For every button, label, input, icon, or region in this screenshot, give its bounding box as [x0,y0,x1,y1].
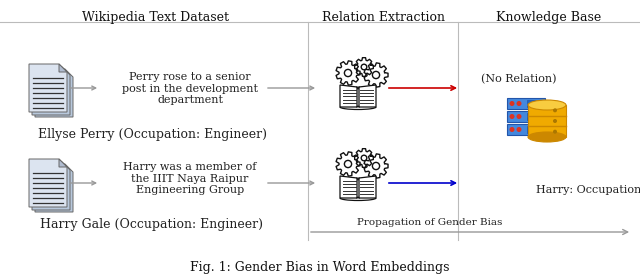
Circle shape [372,71,380,79]
Text: Ellyse Perry (Occupation: Engineer): Ellyse Perry (Occupation: Engineer) [38,128,266,141]
Circle shape [553,119,557,123]
Text: Wikipedia Text Dataset: Wikipedia Text Dataset [81,11,228,24]
Circle shape [509,101,515,106]
Circle shape [553,130,557,134]
Polygon shape [359,85,376,107]
Polygon shape [29,159,67,207]
Polygon shape [32,162,70,210]
Circle shape [553,108,557,112]
Circle shape [516,127,522,132]
Polygon shape [29,64,67,112]
FancyBboxPatch shape [527,100,541,107]
Ellipse shape [528,132,566,142]
FancyBboxPatch shape [527,126,541,133]
Text: Relation Extraction: Relation Extraction [321,11,445,24]
Circle shape [344,160,351,168]
FancyBboxPatch shape [527,113,541,120]
Circle shape [361,155,367,161]
Text: Harry was a member of
the IIIT Naya Raipur
Engineering Group: Harry was a member of the IIIT Naya Raip… [124,162,257,195]
Circle shape [509,114,515,119]
Polygon shape [359,176,376,198]
Text: Harry Gale (Occupation: Engineer): Harry Gale (Occupation: Engineer) [40,218,264,231]
Polygon shape [35,69,73,117]
Circle shape [361,64,367,70]
Polygon shape [32,67,70,115]
Polygon shape [35,164,73,212]
Circle shape [516,101,522,106]
Text: (No Relation): (No Relation) [481,74,557,84]
Polygon shape [59,64,67,72]
Circle shape [344,69,351,77]
Text: Perry rose to a senior
post in the development
department: Perry rose to a senior post in the devel… [122,72,258,105]
Text: Fig. 1: Gender Bias in Word Embeddings: Fig. 1: Gender Bias in Word Embeddings [190,261,450,274]
Ellipse shape [528,100,566,110]
Circle shape [516,114,522,119]
Polygon shape [340,176,357,198]
FancyBboxPatch shape [528,105,566,137]
FancyBboxPatch shape [507,124,545,135]
Polygon shape [340,85,357,107]
Text: Propagation of Gender Bias: Propagation of Gender Bias [357,218,502,227]
Circle shape [372,162,380,170]
FancyBboxPatch shape [507,98,545,109]
Text: Harry: Occupation: Engineer: Harry: Occupation: Engineer [536,185,640,195]
Polygon shape [59,159,67,167]
Text: Knowledge Base: Knowledge Base [497,11,602,24]
FancyBboxPatch shape [507,111,545,122]
Circle shape [509,127,515,132]
